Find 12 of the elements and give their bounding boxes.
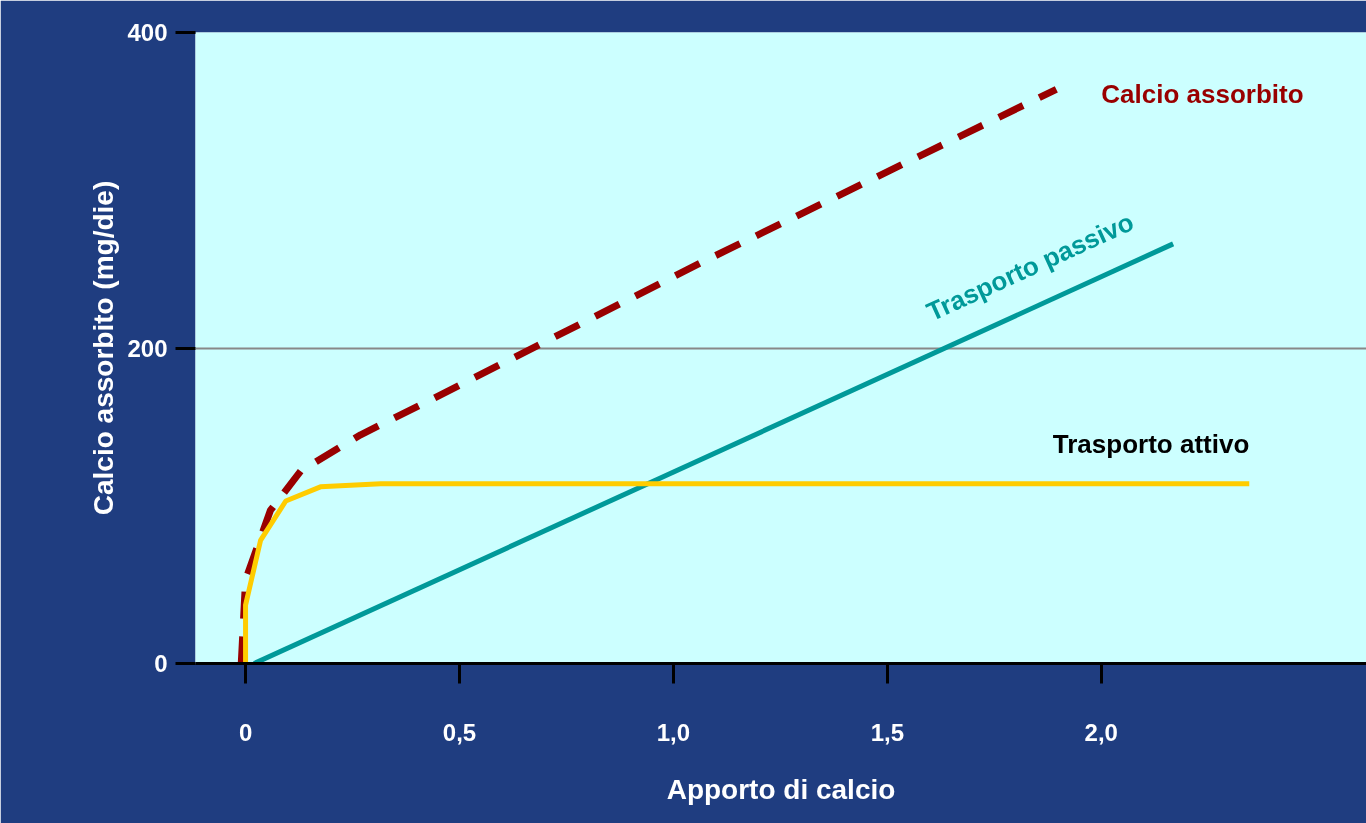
y-tick-label: 200 [127,334,168,362]
y-tick-label: 400 [127,19,168,46]
series-label: Calcio assorbito [1101,79,1304,110]
y-axis-title: Calcio assorbito (mg/die) [88,180,120,516]
x-tick-label: 0,5 [442,718,477,746]
x-tick-label: 0 [238,718,253,746]
x-axis-title: Apporto di calcio [666,773,896,805]
x-tick-label: 1,5 [870,718,905,746]
x-tick-label: 2,0 [1084,718,1118,746]
x-tick-label: 1,0 [656,718,691,746]
y-tick-label: 0 [154,650,168,677]
series-label: Trasporto attivo [1052,428,1250,459]
